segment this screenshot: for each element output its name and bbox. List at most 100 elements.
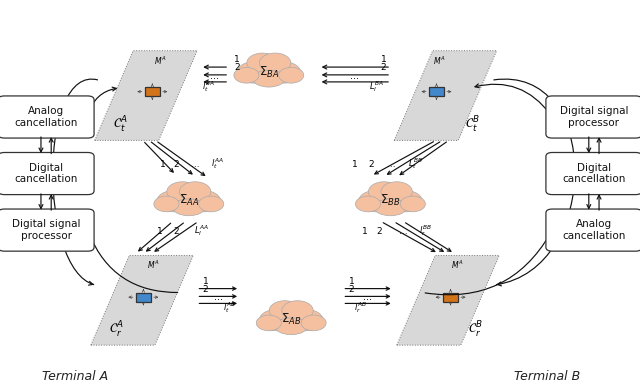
Ellipse shape — [173, 199, 205, 216]
Ellipse shape — [166, 185, 211, 213]
FancyBboxPatch shape — [546, 152, 640, 195]
Text: $\Sigma_{AA}$: $\Sigma_{AA}$ — [179, 193, 199, 208]
FancyBboxPatch shape — [429, 87, 444, 96]
Text: $\mathcal{C}^A_r$: $\mathcal{C}^A_r$ — [109, 319, 124, 340]
Text: Digital
cancellation: Digital cancellation — [14, 163, 78, 184]
FancyBboxPatch shape — [136, 292, 151, 302]
Text: ...: ... — [214, 291, 223, 301]
Text: ...: ... — [191, 160, 200, 169]
Ellipse shape — [301, 315, 326, 331]
Ellipse shape — [198, 196, 224, 212]
Ellipse shape — [179, 182, 211, 201]
Ellipse shape — [282, 301, 313, 320]
Text: 1: 1 — [362, 227, 367, 236]
Text: Digital
cancellation: Digital cancellation — [562, 163, 626, 184]
Text: $M^A$: $M^A$ — [154, 54, 166, 67]
Ellipse shape — [289, 309, 323, 331]
Ellipse shape — [167, 182, 198, 201]
Text: ...: ... — [364, 291, 372, 301]
Ellipse shape — [355, 196, 381, 212]
Ellipse shape — [278, 67, 304, 83]
Ellipse shape — [259, 53, 291, 73]
Text: 2: 2 — [376, 227, 381, 236]
Text: ...: ... — [387, 160, 396, 169]
Text: $l^{AA}_t$: $l^{AA}_t$ — [211, 156, 224, 172]
Ellipse shape — [374, 199, 406, 216]
Text: $\mathcal{C}^B_r$: $\mathcal{C}^B_r$ — [468, 319, 482, 340]
Text: 2: 2 — [203, 285, 208, 294]
Ellipse shape — [246, 56, 291, 84]
Ellipse shape — [381, 182, 412, 201]
Ellipse shape — [369, 182, 400, 201]
Ellipse shape — [247, 53, 278, 73]
Ellipse shape — [187, 190, 221, 212]
Text: $\Sigma_{BB}$: $\Sigma_{BB}$ — [380, 193, 401, 208]
Ellipse shape — [253, 70, 285, 87]
FancyBboxPatch shape — [0, 96, 94, 138]
Text: $M^A$: $M^A$ — [451, 259, 463, 271]
Ellipse shape — [266, 62, 301, 83]
Text: Terminal B: Terminal B — [514, 370, 580, 383]
Text: $L^{AA}_l$: $L^{AA}_l$ — [194, 223, 209, 239]
Text: $\Sigma_{BA}$: $\Sigma_{BA}$ — [259, 65, 279, 80]
Polygon shape — [95, 51, 197, 140]
Text: ...: ... — [350, 71, 360, 81]
Ellipse shape — [256, 315, 282, 331]
FancyArrowPatch shape — [88, 87, 116, 114]
Text: 2: 2 — [234, 63, 239, 72]
FancyBboxPatch shape — [145, 87, 160, 96]
Ellipse shape — [234, 67, 259, 83]
Polygon shape — [91, 255, 193, 345]
Ellipse shape — [269, 301, 301, 320]
Text: Analog
cancellation: Analog cancellation — [14, 106, 78, 128]
Text: $l^{AB}_t$: $l^{AB}_t$ — [223, 300, 236, 315]
Polygon shape — [397, 255, 499, 345]
Ellipse shape — [400, 196, 426, 212]
FancyBboxPatch shape — [546, 96, 640, 138]
Text: 2: 2 — [173, 160, 179, 169]
FancyBboxPatch shape — [0, 152, 94, 195]
Polygon shape — [394, 51, 497, 140]
Text: ...: ... — [399, 227, 408, 236]
Text: $L^{BA}_l$: $L^{BA}_l$ — [369, 79, 384, 94]
FancyBboxPatch shape — [546, 209, 640, 251]
Text: 1: 1 — [234, 55, 239, 64]
Text: 1: 1 — [161, 160, 166, 169]
Text: $M^A$: $M^A$ — [433, 54, 445, 67]
Text: 2: 2 — [369, 160, 374, 169]
Text: 1: 1 — [381, 55, 386, 64]
Text: $l^{AB}_r$: $l^{AB}_r$ — [354, 300, 367, 315]
Text: $L^{BB}_t$: $L^{BB}_t$ — [408, 156, 424, 172]
Ellipse shape — [237, 62, 271, 83]
Text: Analog
cancellation: Analog cancellation — [562, 219, 626, 241]
Text: $l^{BB}_r$: $l^{BB}_r$ — [419, 223, 432, 239]
Text: 2: 2 — [349, 285, 354, 294]
Ellipse shape — [358, 190, 393, 212]
Text: 2: 2 — [381, 63, 386, 72]
Ellipse shape — [154, 196, 179, 212]
Text: ...: ... — [210, 71, 220, 81]
FancyArrowPatch shape — [475, 84, 550, 115]
Ellipse shape — [368, 185, 413, 213]
Text: Digital signal
processor: Digital signal processor — [12, 219, 81, 241]
Text: $\mathcal{C}^A_t$: $\mathcal{C}^A_t$ — [113, 115, 127, 135]
Text: $\Sigma_{AB}$: $\Sigma_{AB}$ — [281, 312, 301, 327]
Text: 1: 1 — [203, 277, 208, 286]
FancyBboxPatch shape — [0, 209, 94, 251]
Text: $l^{BA}_t$: $l^{BA}_t$ — [202, 79, 214, 94]
Ellipse shape — [388, 190, 422, 212]
Ellipse shape — [275, 318, 307, 335]
Text: Digital signal
processor: Digital signal processor — [559, 106, 628, 128]
Ellipse shape — [259, 309, 293, 331]
Ellipse shape — [157, 190, 191, 212]
Text: $\mathcal{C}^B_t$: $\mathcal{C}^B_t$ — [465, 115, 479, 135]
Text: 1: 1 — [157, 227, 163, 236]
FancyArrowPatch shape — [425, 234, 550, 295]
Text: 2: 2 — [173, 227, 179, 236]
FancyBboxPatch shape — [443, 292, 458, 302]
Text: 1: 1 — [353, 160, 358, 169]
Text: 1: 1 — [349, 277, 354, 286]
Text: Terminal A: Terminal A — [42, 370, 109, 383]
Text: $M^A$: $M^A$ — [147, 259, 160, 271]
FancyArrowPatch shape — [89, 234, 178, 292]
